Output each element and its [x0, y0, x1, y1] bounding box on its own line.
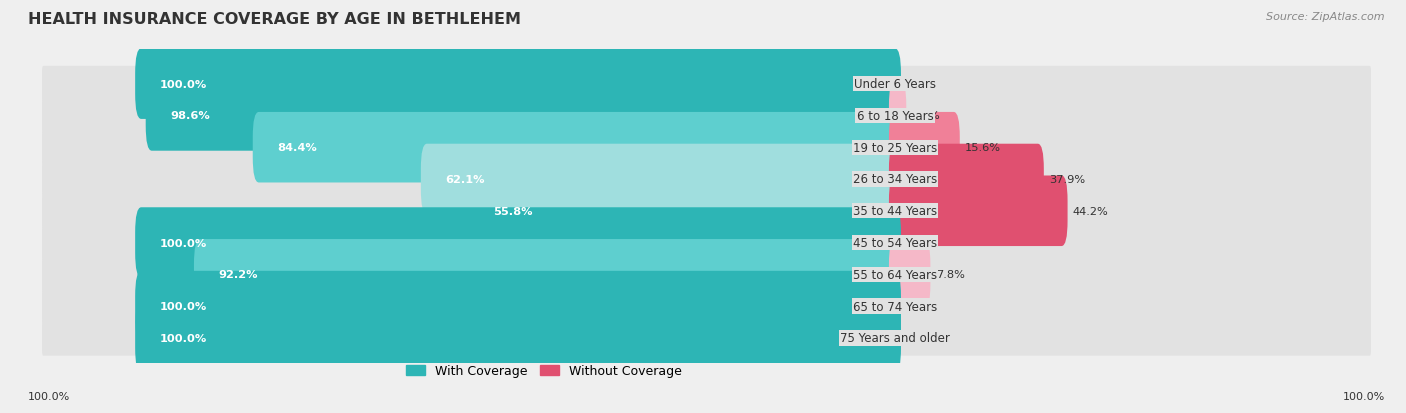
- Text: 44.2%: 44.2%: [1073, 206, 1108, 216]
- FancyBboxPatch shape: [135, 271, 901, 342]
- FancyBboxPatch shape: [42, 320, 1371, 356]
- FancyBboxPatch shape: [42, 98, 1371, 134]
- FancyBboxPatch shape: [42, 162, 1371, 197]
- FancyBboxPatch shape: [889, 240, 931, 310]
- Text: 0.0%: 0.0%: [907, 238, 935, 248]
- Text: 55.8%: 55.8%: [494, 206, 533, 216]
- Text: 84.4%: 84.4%: [277, 143, 318, 153]
- Text: Source: ZipAtlas.com: Source: ZipAtlas.com: [1267, 12, 1385, 22]
- Text: 100.0%: 100.0%: [160, 333, 207, 343]
- Text: 100.0%: 100.0%: [160, 79, 207, 90]
- Text: 0.0%: 0.0%: [907, 301, 935, 311]
- Text: 75 Years and older: 75 Years and older: [839, 332, 950, 344]
- Text: 1.4%: 1.4%: [911, 111, 941, 121]
- Text: 35 to 44 Years: 35 to 44 Years: [853, 205, 936, 218]
- FancyBboxPatch shape: [42, 225, 1371, 261]
- Text: 100.0%: 100.0%: [28, 391, 70, 401]
- FancyBboxPatch shape: [889, 81, 907, 151]
- Text: 100.0%: 100.0%: [160, 301, 207, 311]
- Text: 62.1%: 62.1%: [446, 175, 485, 185]
- FancyBboxPatch shape: [468, 176, 901, 247]
- Text: 15.6%: 15.6%: [965, 143, 1001, 153]
- Text: 45 to 54 Years: 45 to 54 Years: [853, 237, 936, 249]
- Text: HEALTH INSURANCE COVERAGE BY AGE IN BETHLEHEM: HEALTH INSURANCE COVERAGE BY AGE IN BETH…: [28, 12, 522, 27]
- FancyBboxPatch shape: [135, 208, 901, 278]
- Text: 0.0%: 0.0%: [907, 79, 935, 90]
- FancyBboxPatch shape: [135, 49, 901, 120]
- Text: 26 to 34 Years: 26 to 34 Years: [853, 173, 936, 186]
- FancyBboxPatch shape: [420, 145, 901, 215]
- Text: 6 to 18 Years: 6 to 18 Years: [856, 110, 934, 123]
- Text: 100.0%: 100.0%: [1343, 391, 1385, 401]
- Text: 37.9%: 37.9%: [1049, 175, 1085, 185]
- FancyBboxPatch shape: [889, 145, 1043, 215]
- Text: Under 6 Years: Under 6 Years: [853, 78, 936, 91]
- Text: 19 to 25 Years: 19 to 25 Years: [853, 141, 936, 154]
- FancyBboxPatch shape: [42, 257, 1371, 292]
- FancyBboxPatch shape: [194, 240, 901, 310]
- FancyBboxPatch shape: [253, 113, 901, 183]
- FancyBboxPatch shape: [42, 289, 1371, 324]
- Text: 92.2%: 92.2%: [219, 270, 259, 280]
- Legend: With Coverage, Without Coverage: With Coverage, Without Coverage: [401, 359, 686, 382]
- Text: 0.0%: 0.0%: [907, 333, 935, 343]
- Text: 65 to 74 Years: 65 to 74 Years: [853, 300, 936, 313]
- FancyBboxPatch shape: [42, 130, 1371, 166]
- Text: 100.0%: 100.0%: [160, 238, 207, 248]
- Text: 98.6%: 98.6%: [170, 111, 211, 121]
- FancyBboxPatch shape: [42, 194, 1371, 229]
- Text: 7.8%: 7.8%: [935, 270, 965, 280]
- FancyBboxPatch shape: [889, 176, 1067, 247]
- FancyBboxPatch shape: [135, 303, 901, 373]
- FancyBboxPatch shape: [146, 81, 901, 151]
- FancyBboxPatch shape: [889, 113, 960, 183]
- Text: 55 to 64 Years: 55 to 64 Years: [853, 268, 936, 281]
- FancyBboxPatch shape: [42, 66, 1371, 102]
